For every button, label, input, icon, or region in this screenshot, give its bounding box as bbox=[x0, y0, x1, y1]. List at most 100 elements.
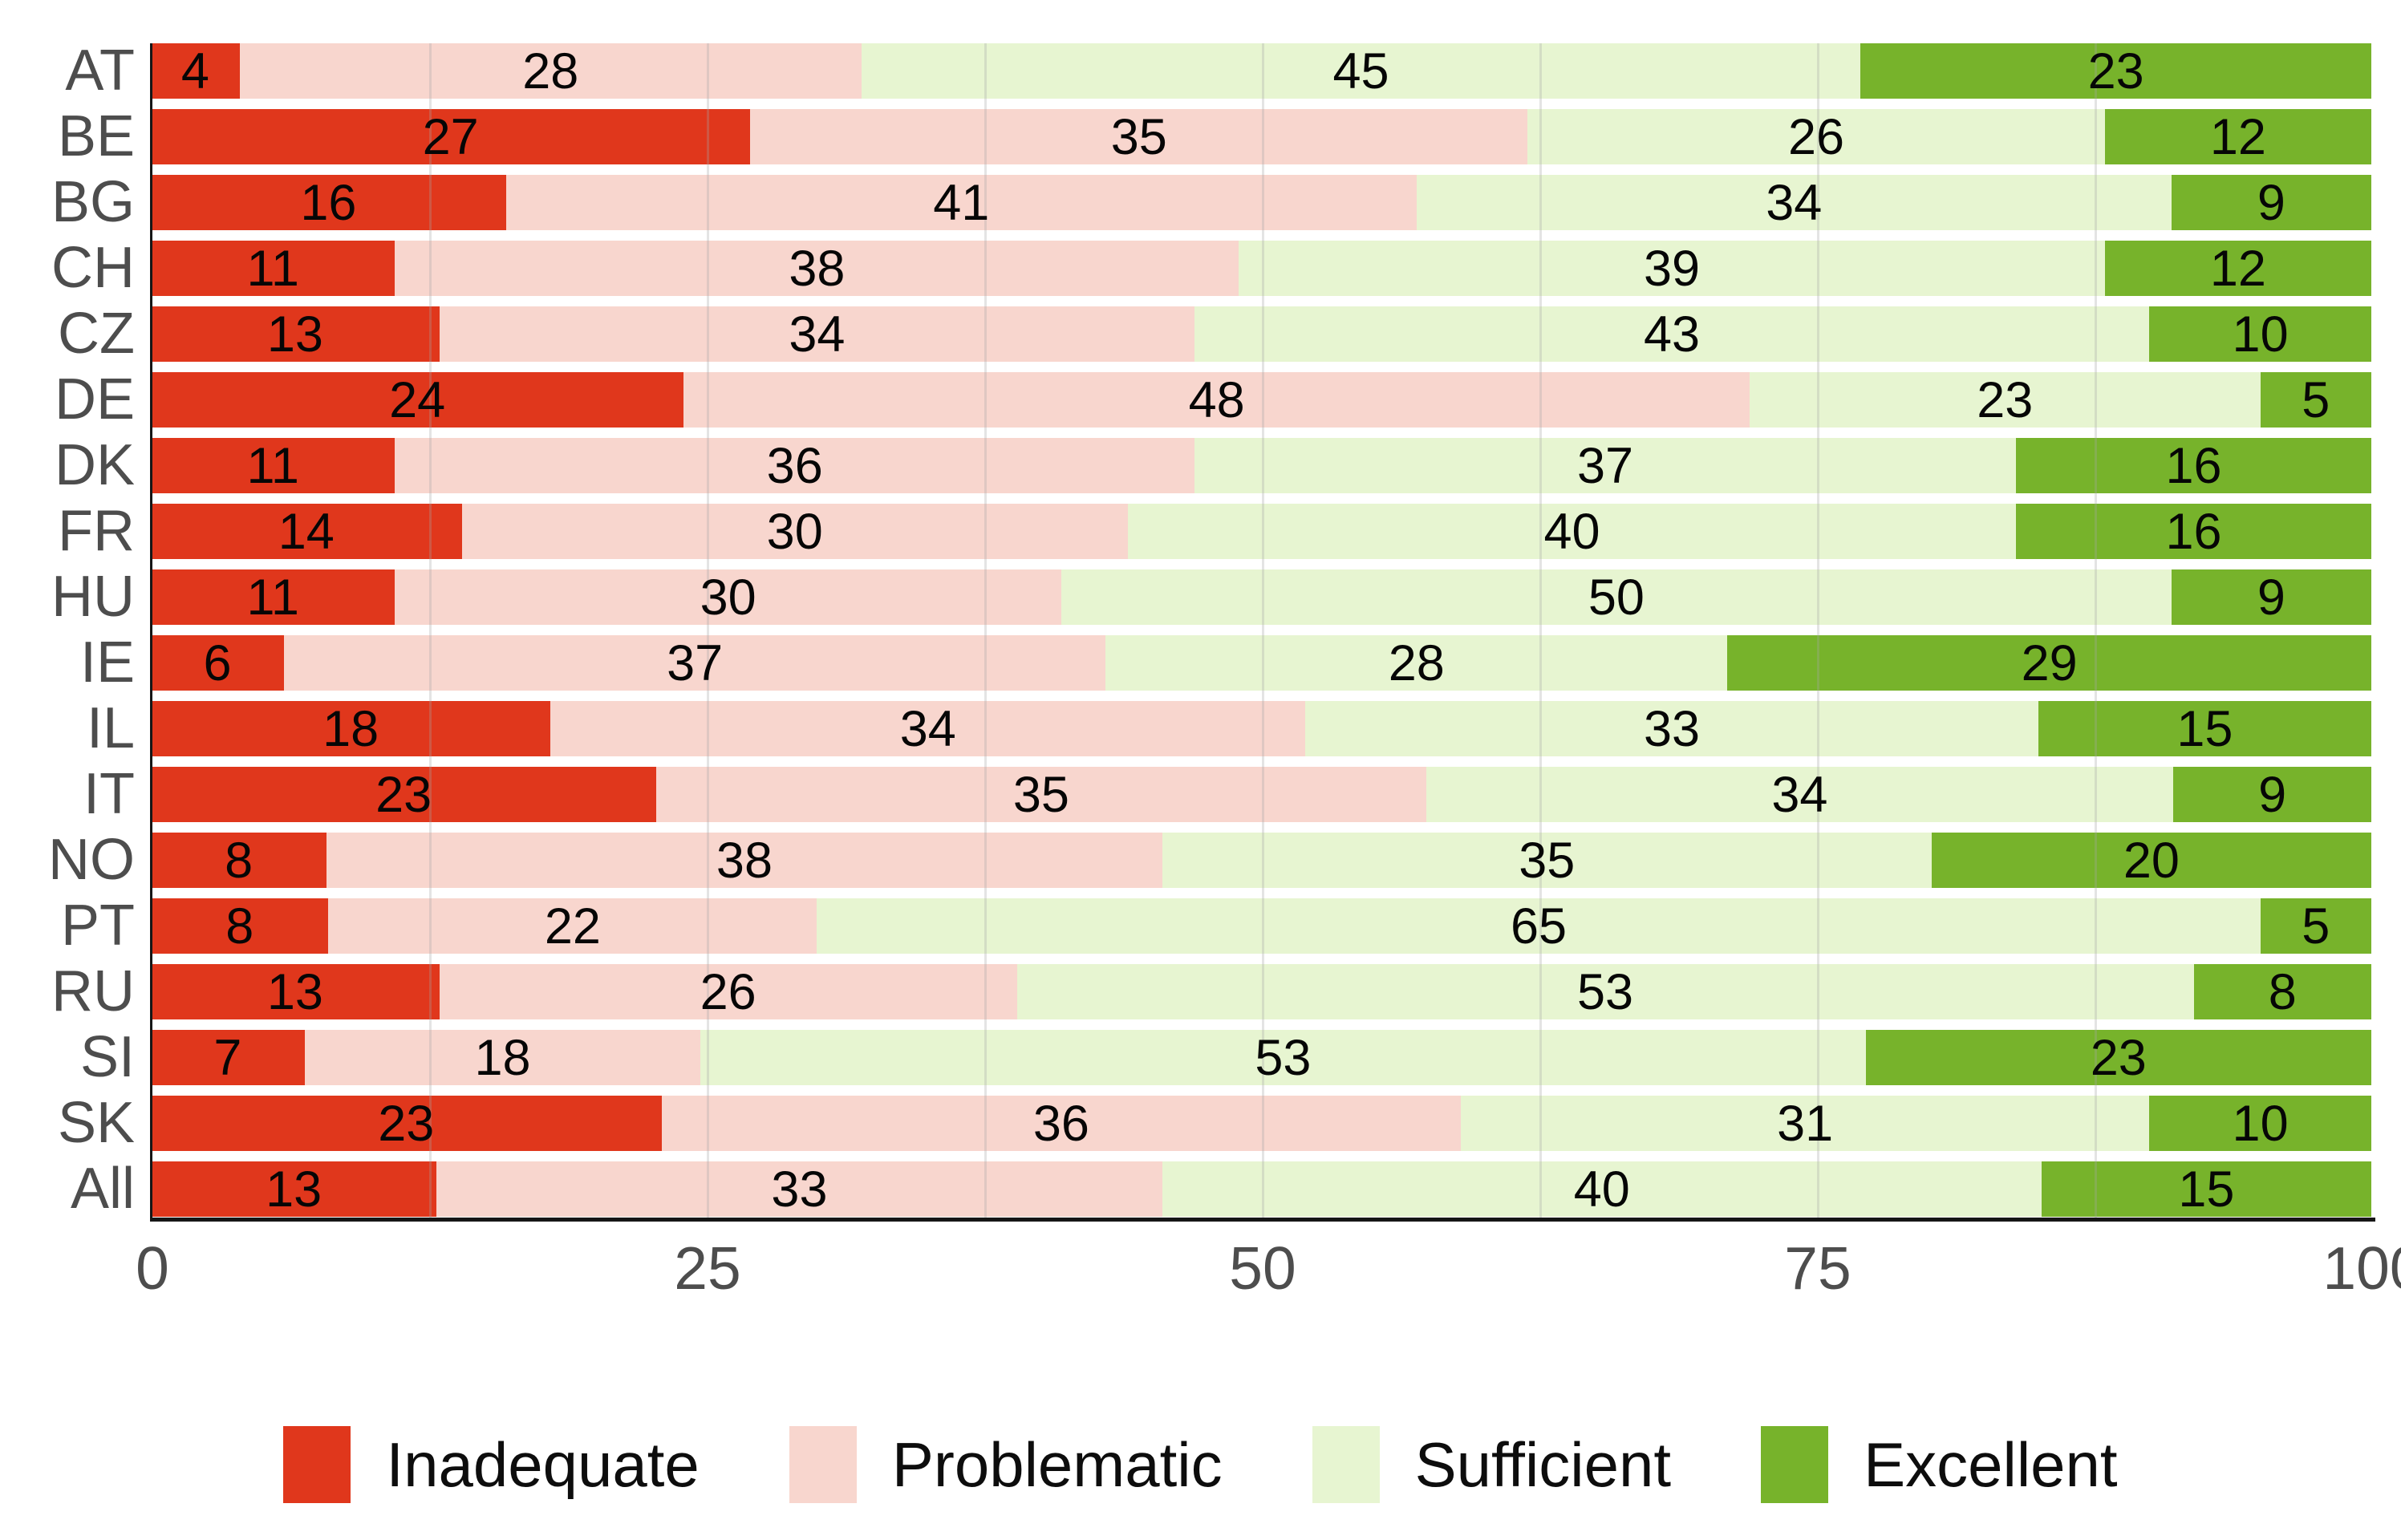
category-label: IE bbox=[79, 630, 135, 695]
segment-value-label: 11 bbox=[246, 437, 299, 494]
bar-segment-problematic: 18 bbox=[304, 1030, 701, 1086]
bar-segment-sufficient: 40 bbox=[1162, 1161, 2042, 1218]
segment-value-label: 27 bbox=[422, 108, 479, 165]
segment-value-label: 36 bbox=[766, 437, 823, 494]
segment-value-label: 11 bbox=[246, 569, 299, 626]
stacked-bar: 23 35 34 9 bbox=[151, 766, 2371, 823]
segment-value-label: 35 bbox=[1012, 766, 1069, 823]
gridline bbox=[2095, 43, 2097, 1218]
category-label: IT bbox=[83, 762, 135, 826]
bar-segment-inadequate: 6 bbox=[151, 634, 285, 691]
legend-label: Inadequate bbox=[386, 1429, 700, 1500]
bar-row-si: SI 7 18 53 23 bbox=[0, 1028, 2401, 1096]
bar-segment-inadequate: 13 bbox=[151, 1161, 437, 1218]
bar-segment-excellent: 8 bbox=[2193, 964, 2371, 1020]
bar-segment-excellent: 12 bbox=[2104, 109, 2371, 165]
bar-segment-excellent: 5 bbox=[2260, 898, 2371, 954]
category-label: PT bbox=[60, 894, 135, 958]
bar-segment-problematic: 35 bbox=[656, 766, 1426, 823]
bar-segment-excellent: 16 bbox=[2016, 503, 2371, 560]
bar-segment-sufficient: 35 bbox=[1162, 832, 1932, 889]
segment-value-label: 5 bbox=[2302, 371, 2330, 428]
segment-value-label: 11 bbox=[246, 240, 299, 297]
bar-segment-problematic: 36 bbox=[661, 1095, 1462, 1152]
bar-segment-excellent: 9 bbox=[2173, 767, 2371, 823]
bar-segment-inadequate: 14 bbox=[151, 504, 462, 560]
legend: Inadequate Problematic Sufficient Excellent bbox=[0, 1426, 2401, 1503]
segment-value-label: 9 bbox=[2257, 174, 2285, 231]
bar-segment-problematic: 34 bbox=[439, 306, 1194, 363]
segment-value-label: 15 bbox=[2178, 1161, 2235, 1218]
x-tick-label: 75 bbox=[1784, 1234, 1851, 1302]
bar-segment-excellent: 15 bbox=[2041, 1161, 2371, 1218]
bar-row-fr: FR 14 30 40 16 bbox=[0, 499, 2401, 569]
stacked-bar: 11 36 37 16 bbox=[151, 437, 2371, 494]
segment-value-label: 35 bbox=[1519, 832, 1576, 889]
segment-value-label: 34 bbox=[789, 306, 846, 363]
segment-value-label: 33 bbox=[1644, 700, 1701, 757]
stacked-bar: 24 48 23 5 bbox=[151, 372, 2371, 428]
bar-segment-sufficient: 39 bbox=[1239, 240, 2105, 297]
segment-value-label: 28 bbox=[522, 43, 579, 99]
bar-segment-inadequate: 11 bbox=[151, 240, 395, 297]
category-label: HU bbox=[51, 565, 135, 629]
bar-segment-excellent: 9 bbox=[2171, 174, 2371, 231]
bar-segment-sufficient: 45 bbox=[861, 43, 1861, 99]
bar-segment-excellent: 29 bbox=[1727, 635, 2371, 691]
segment-value-label: 53 bbox=[1255, 1029, 1312, 1086]
segment-value-label: 39 bbox=[1644, 240, 1701, 297]
segment-value-label: 22 bbox=[544, 898, 601, 954]
legend-item-problematic: Problematic bbox=[789, 1426, 1223, 1503]
bar-segment-inadequate: 27 bbox=[151, 108, 751, 165]
segment-value-label: 26 bbox=[1787, 108, 1845, 165]
segment-value-label: 28 bbox=[1388, 634, 1445, 691]
bar-segment-excellent: 12 bbox=[2104, 241, 2371, 297]
segment-value-label: 16 bbox=[300, 174, 357, 231]
bar-segment-excellent: 15 bbox=[2038, 701, 2371, 757]
bar-segment-excellent: 10 bbox=[2149, 306, 2371, 363]
stacked-bar: 8 22 65 5 bbox=[151, 898, 2371, 954]
bar-segment-inadequate: 13 bbox=[151, 306, 440, 363]
segment-value-label: 35 bbox=[1110, 108, 1167, 165]
segment-value-label: 33 bbox=[771, 1161, 828, 1218]
bar-row-it: IT 23 35 34 9 bbox=[0, 762, 2401, 833]
legend-item-sufficient: Sufficient bbox=[1312, 1426, 1671, 1503]
bar-row-hu: HU 11 30 50 9 bbox=[0, 565, 2401, 635]
bar-segment-inadequate: 16 bbox=[151, 174, 506, 231]
segment-value-label: 16 bbox=[2165, 437, 2222, 494]
bar-row-no: NO 8 38 35 20 bbox=[0, 831, 2401, 898]
bar-row-ch: CH 11 38 39 12 bbox=[0, 239, 2401, 306]
category-label: DK bbox=[54, 433, 135, 497]
bar-segment-problematic: 33 bbox=[436, 1161, 1162, 1218]
category-label: All bbox=[70, 1157, 135, 1221]
segment-value-label: 13 bbox=[266, 1161, 322, 1218]
segment-value-label: 7 bbox=[213, 1029, 242, 1086]
stacked-bar: 16 41 34 9 bbox=[151, 174, 2371, 231]
segment-value-label: 36 bbox=[1032, 1095, 1089, 1152]
segment-value-label: 40 bbox=[1543, 503, 1600, 560]
segment-value-label: 34 bbox=[1766, 174, 1823, 231]
category-label: RU bbox=[51, 959, 135, 1023]
segment-value-label: 48 bbox=[1188, 371, 1245, 428]
bar-segment-inadequate: 4 bbox=[151, 43, 240, 99]
bar-segment-sufficient: 34 bbox=[1426, 766, 2174, 823]
segment-value-label: 6 bbox=[203, 634, 232, 691]
stacked-bar: 27 35 26 12 bbox=[151, 108, 2371, 165]
category-label: FR bbox=[58, 499, 135, 563]
segment-value-label: 40 bbox=[1573, 1161, 1630, 1218]
segment-value-label: 41 bbox=[933, 174, 990, 231]
segment-value-label: 16 bbox=[2165, 503, 2222, 560]
x-tick-label: 100 bbox=[2322, 1234, 2401, 1302]
gridline bbox=[1817, 43, 1819, 1218]
bar-segment-sufficient: 31 bbox=[1461, 1096, 2150, 1152]
gridline bbox=[1539, 43, 1542, 1218]
segment-value-label: 4 bbox=[180, 43, 209, 99]
segment-value-label: 30 bbox=[766, 503, 823, 560]
category-label: SK bbox=[57, 1091, 135, 1155]
segment-value-label: 34 bbox=[1771, 766, 1828, 823]
segment-value-label: 45 bbox=[1332, 43, 1389, 99]
segment-value-label: 8 bbox=[225, 898, 254, 954]
bar-segment-problematic: 36 bbox=[395, 437, 1194, 494]
stacked-bar: 13 26 53 8 bbox=[151, 964, 2371, 1020]
bar-row-cz: CZ 13 34 43 10 bbox=[0, 305, 2401, 372]
